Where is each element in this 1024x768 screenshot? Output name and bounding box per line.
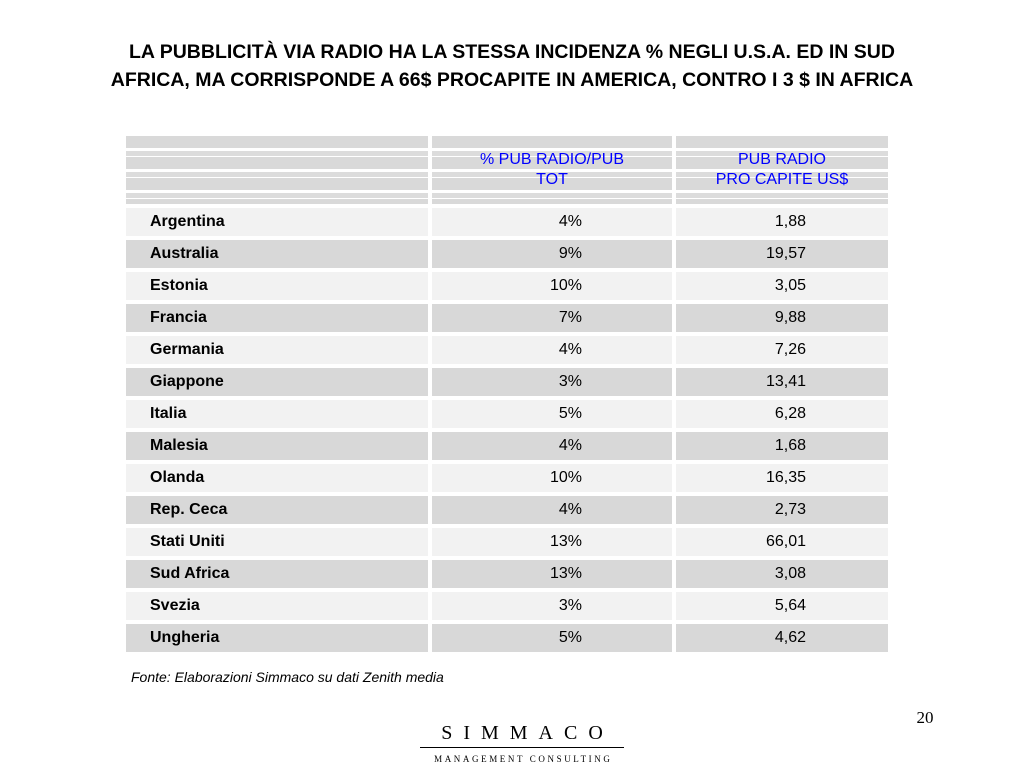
- page-number: 20: [916, 708, 934, 727]
- cell-country: Italia: [126, 400, 428, 428]
- cell-per-capita: 5,64: [676, 592, 888, 620]
- table-row: Australia 9% 19,57: [126, 240, 888, 268]
- cell-country: Olanda: [126, 464, 428, 492]
- logo-divider: [420, 747, 624, 748]
- cell-country: Svezia: [126, 592, 428, 620]
- cell-radio-share: 7%: [432, 304, 672, 332]
- data-table-container: % PUB RADIO/PUB TOT PUB RADIO PRO CAPITE…: [126, 136, 888, 652]
- header-per-capita-line-1: PUB RADIO: [737, 151, 826, 168]
- table-row: Malesia 4% 1,68: [126, 432, 888, 460]
- cell-per-capita: 9,88: [676, 304, 888, 332]
- header-country: [126, 136, 428, 204]
- cell-radio-share: 3%: [432, 592, 672, 620]
- logo-name: SIMMACO: [441, 722, 614, 744]
- table-header-row: % PUB RADIO/PUB TOT PUB RADIO PRO CAPITE…: [126, 136, 888, 204]
- cell-country: Rep. Ceca: [126, 496, 428, 524]
- table-row: Sud Africa 13% 3,08: [126, 560, 888, 588]
- cell-per-capita: 2,73: [676, 496, 888, 524]
- radio-advertising-table: % PUB RADIO/PUB TOT PUB RADIO PRO CAPITE…: [122, 132, 892, 656]
- cell-per-capita: 19,57: [676, 240, 888, 268]
- cell-per-capita: 4,62: [676, 624, 888, 652]
- cell-per-capita: 6,28: [676, 400, 888, 428]
- cell-per-capita: 1,88: [676, 208, 888, 236]
- logo-subtitle: MANAGEMENT CONSULTING: [434, 754, 613, 764]
- table-row: Estonia 10% 3,05: [126, 272, 888, 300]
- cell-country: Stati Uniti: [126, 528, 428, 556]
- cell-country: Sud Africa: [126, 560, 428, 588]
- table-row: Rep. Ceca 4% 2,73: [126, 496, 888, 524]
- cell-radio-share: 5%: [432, 624, 672, 652]
- table-row: Giappone 3% 13,41: [126, 368, 888, 396]
- cell-per-capita: 16,35: [676, 464, 888, 492]
- cell-radio-share: 10%: [432, 464, 672, 492]
- cell-radio-share: 10%: [432, 272, 672, 300]
- simmaco-logo: SIMMACO MANAGEMENT CONSULTING: [412, 722, 632, 764]
- header-per-capita: PUB RADIO PRO CAPITE US$: [676, 136, 888, 204]
- table-row: Francia 7% 9,88: [126, 304, 888, 332]
- header-radio-share-line-2: TOT: [536, 171, 568, 188]
- cell-per-capita: 3,05: [676, 272, 888, 300]
- slide-title: LA PUBBLICITÀ VIA RADIO HA LA STESSA INC…: [20, 38, 1004, 94]
- source-note: Fonte: Elaborazioni Simmaco su dati Zeni…: [131, 669, 444, 685]
- table-row: Svezia 3% 5,64: [126, 592, 888, 620]
- cell-radio-share: 5%: [432, 400, 672, 428]
- cell-country: Ungheria: [126, 624, 428, 652]
- cell-country: Malesia: [126, 432, 428, 460]
- cell-radio-share: 13%: [432, 528, 672, 556]
- cell-radio-share: 4%: [432, 432, 672, 460]
- cell-country: Australia: [126, 240, 428, 268]
- cell-per-capita: 1,68: [676, 432, 888, 460]
- cell-country: Francia: [126, 304, 428, 332]
- table-row: Italia 5% 6,28: [126, 400, 888, 428]
- cell-per-capita: 3,08: [676, 560, 888, 588]
- table-row: Olanda 10% 16,35: [126, 464, 888, 492]
- table-row: Germania 4% 7,26: [126, 336, 888, 364]
- cell-per-capita: 66,01: [676, 528, 888, 556]
- cell-radio-share: 4%: [432, 336, 672, 364]
- table-row: Ungheria 5% 4,62: [126, 624, 888, 652]
- slide-title-line-2: AFRICA, MA CORRISPONDE A 66$ PROCAPITE I…: [110, 69, 914, 91]
- cell-country: Argentina: [126, 208, 428, 236]
- slide-title-line-1: LA PUBBLICITÀ VIA RADIO HA LA STESSA INC…: [129, 41, 895, 63]
- table-row: Argentina 4% 1,88: [126, 208, 888, 236]
- cell-radio-share: 4%: [432, 496, 672, 524]
- table-body: Argentina 4% 1,88 Australia 9% 19,57 Estonia 10…: [126, 208, 888, 652]
- header-radio-share: % PUB RADIO/PUB TOT: [432, 136, 672, 204]
- cell-per-capita: 13,41: [676, 368, 888, 396]
- cell-country: Giappone: [126, 368, 428, 396]
- cell-country: Germania: [126, 336, 428, 364]
- cell-per-capita: 7,26: [676, 336, 888, 364]
- cell-radio-share: 9%: [432, 240, 672, 268]
- cell-radio-share: 13%: [432, 560, 672, 588]
- cell-radio-share: 4%: [432, 208, 672, 236]
- table-row: Stati Uniti 13% 66,01: [126, 528, 888, 556]
- cell-radio-share: 3%: [432, 368, 672, 396]
- cell-country: Estonia: [126, 272, 428, 300]
- header-per-capita-line-2: PRO CAPITE US$: [715, 171, 849, 188]
- header-radio-share-line-1: % PUB RADIO/PUB: [479, 151, 625, 168]
